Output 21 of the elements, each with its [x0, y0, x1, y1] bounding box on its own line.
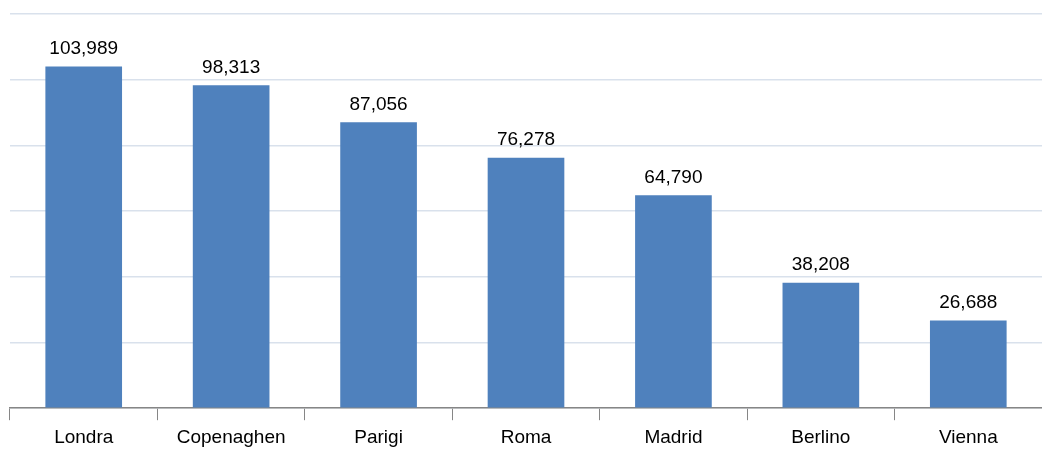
bar — [635, 195, 712, 408]
bar — [192, 85, 270, 408]
data-label: 38,208 — [791, 253, 850, 275]
x-tick-label: Roma — [500, 425, 552, 447]
x-tick-label: Berlino — [791, 425, 851, 447]
x-tick-label: Parigi — [354, 425, 403, 447]
data-label: 76,278 — [496, 128, 556, 150]
data-label: 26,688 — [939, 291, 998, 313]
data-label: 98,313 — [202, 55, 261, 77]
data-label: 64,790 — [644, 166, 703, 188]
bar — [45, 66, 123, 408]
bar — [929, 320, 1007, 408]
bar — [340, 122, 417, 408]
x-tick-label: Madrid — [644, 425, 703, 447]
data-label: 87,056 — [349, 92, 408, 114]
x-tick-label: Londra — [54, 425, 114, 447]
x-tick-label: Copenaghen — [176, 425, 286, 447]
bar — [487, 157, 565, 408]
x-tick-label: Vienna — [938, 425, 999, 447]
bar — [782, 282, 860, 408]
data-label: 103,989 — [49, 37, 119, 59]
